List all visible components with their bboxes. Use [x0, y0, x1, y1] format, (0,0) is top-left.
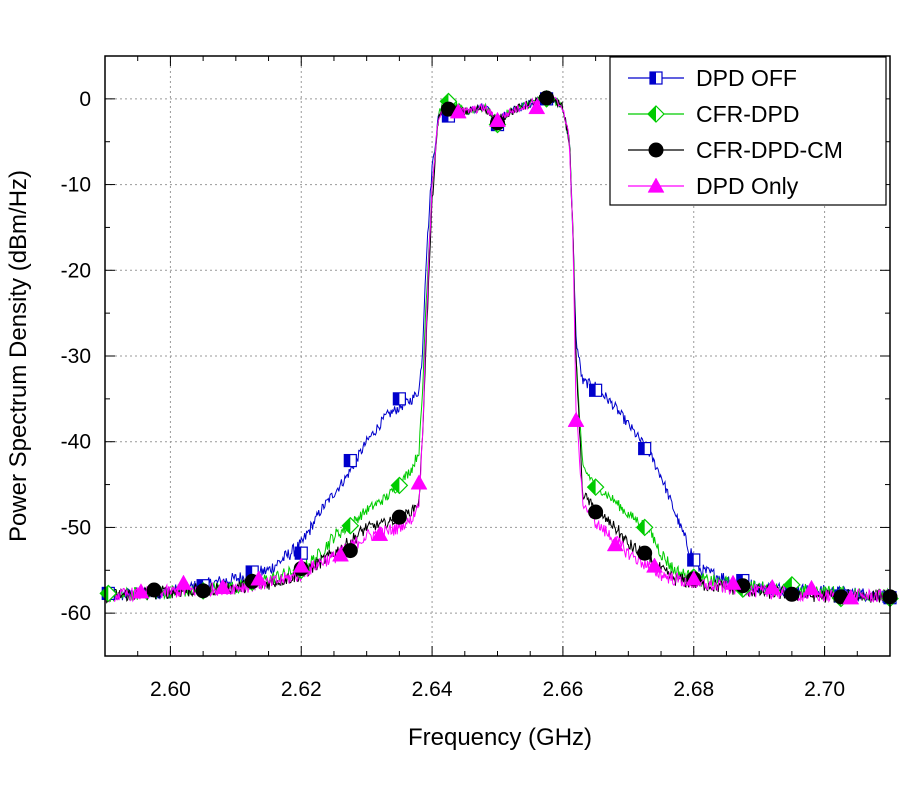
marker-cfr-dpd-cm	[637, 545, 653, 561]
y-axis-title: Power Spectrum Density (dBm/Hz)	[5, 170, 32, 542]
marker-cfr-dpd-cm	[342, 543, 358, 559]
marker-cfr-dpd	[341, 516, 360, 535]
y-tick-label: -40	[61, 431, 91, 454]
grid-lines	[105, 56, 890, 656]
marker-cfr-dpd	[390, 476, 409, 495]
x-tick-label: 2.70	[804, 678, 845, 701]
marker-dpd-only	[489, 111, 506, 127]
marker-dpd-only	[371, 525, 389, 541]
marker-cfr-dpd	[586, 478, 605, 496]
marker-dpd-off	[638, 441, 652, 456]
x-tick-label: 2.62	[281, 678, 322, 701]
marker-cfr-dpd-cm	[784, 586, 800, 602]
marker-dpd-only	[528, 98, 546, 115]
marker-dpd-only	[685, 570, 703, 586]
marker-dpd-only	[724, 574, 742, 590]
marker-dpd-only	[606, 536, 624, 552]
y-tick-label: -30	[61, 345, 91, 368]
marker-dpd-only	[803, 579, 820, 595]
legend-item-dpd-off: DPD OFF	[628, 65, 797, 91]
legend-item-dpd-only: DPD Only	[628, 173, 799, 199]
marker-dpd-only	[567, 411, 585, 427]
marker-cfr-dpd-cm	[195, 583, 211, 599]
marker-dpd-only	[842, 589, 860, 605]
legend-marker	[649, 71, 663, 85]
legend-marker	[648, 142, 664, 158]
legend-item-cfr-dpd-cm: CFR-DPD-CM	[628, 137, 843, 163]
legend: DPD OFF CFR-DPD CFR-DPD-CM DPD Only	[609, 56, 887, 206]
legend-label: DPD OFF	[696, 65, 797, 91]
x-tick-label: 2.64	[412, 678, 453, 701]
marker-dpd-only	[132, 583, 150, 599]
x-tick-label: 2.66	[542, 678, 583, 701]
marker-dpd-only	[410, 474, 428, 490]
legend-marker	[647, 177, 665, 193]
marker-dpd-only	[214, 578, 232, 595]
y-tick-label: -10	[61, 174, 91, 197]
marker-cfr-dpd	[635, 518, 654, 537]
marker-dpd-only	[332, 546, 349, 562]
marker-cfr-dpd-cm	[539, 90, 555, 106]
axes: 2.60 2.62 2.64 2.66 2.68 2.70 0 -10 -20 -30 -40 -50…	[61, 55, 891, 701]
marker-dpd-only	[646, 557, 663, 573]
marker-cfr-dpd-cm	[391, 509, 407, 525]
marker-cfr-dpd-cm	[588, 504, 604, 520]
marker-dpd-off	[294, 546, 308, 560]
x-axis-title: Frequency (GHz)	[408, 724, 592, 751]
marker-cfr-dpd-cm	[146, 582, 162, 598]
y-tick-label: 0	[79, 88, 91, 111]
x-tick-label: 2.68	[673, 678, 714, 701]
legend-marker	[647, 105, 665, 123]
marker-dpd-off	[589, 383, 603, 397]
legend-label: CFR-DPD	[696, 101, 800, 127]
marker-dpd-only	[763, 578, 781, 595]
y-tick-label: -20	[61, 259, 91, 282]
marker-dpd-only	[175, 574, 192, 590]
marker-dpd-off	[687, 553, 701, 567]
marker-dpd-only	[250, 570, 268, 586]
marker-dpd-off	[392, 392, 406, 406]
x-tick-label: 2.60	[150, 678, 191, 701]
series-markers	[99, 90, 899, 608]
marker-dpd-only	[449, 103, 467, 119]
y-tick-label: -60	[61, 602, 91, 625]
legend-item-cfr-dpd: CFR-DPD	[628, 101, 800, 127]
marker-dpd-only	[292, 557, 310, 573]
marker-dpd-off	[343, 453, 357, 468]
legend-label: DPD Only	[696, 173, 799, 199]
legend-label: CFR-DPD-CM	[696, 137, 843, 163]
y-tick-label: -50	[61, 516, 91, 539]
